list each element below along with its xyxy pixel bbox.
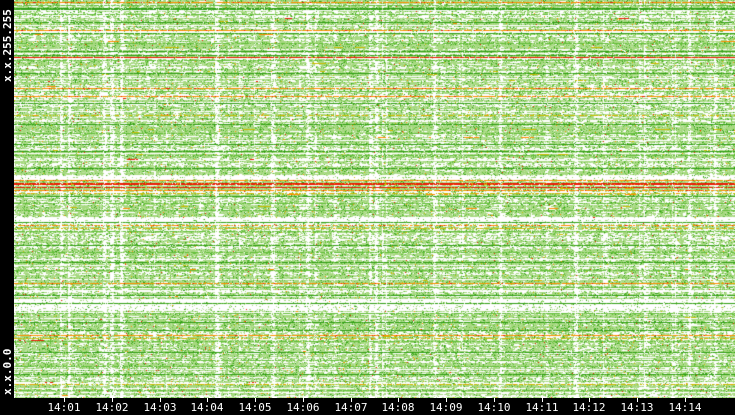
x-tick [112,398,113,402]
x-tick [542,398,543,402]
x-tick [160,398,161,402]
x-tick [589,398,590,402]
y-axis-min-label: x.x.0.0 [1,348,14,395]
x-tick [64,398,65,402]
x-tick-label: 14:08 [381,401,415,414]
x-tick-label: 14:10 [477,401,511,414]
y-axis-max-label: x.x.255.255 [1,9,14,82]
x-tick [303,398,304,402]
x-tick-label: 14:03 [143,401,177,414]
x-tick-label: 14:04 [190,401,224,414]
x-axis: 14:01 14:02 14:03 14:04 14:05 14:06 14:07 14:08… [0,398,735,415]
x-tick-label: 14:14 [668,401,702,414]
x-tick-label: 14:01 [47,401,81,414]
x-tick-label: 14:06 [286,401,320,414]
y-axis: x.x.255.255 x.x.0.0 [0,0,14,398]
x-tick [398,398,399,402]
x-tick [637,398,638,402]
x-tick-label: 14:12 [572,401,606,414]
x-tick-label: 14:13 [620,401,654,414]
x-tick-label: 14:07 [334,401,368,414]
x-tick-label: 14:11 [525,401,559,414]
x-tick-label: 14:02 [95,401,129,414]
x-tick [494,398,495,402]
x-tick [685,398,686,402]
x-tick [351,398,352,402]
x-tick [255,398,256,402]
x-tick-label: 14:09 [429,401,463,414]
x-tick [446,398,447,402]
scatter-plot-canvas [14,0,735,398]
x-tick-label: 14:05 [238,401,272,414]
x-tick [207,398,208,402]
